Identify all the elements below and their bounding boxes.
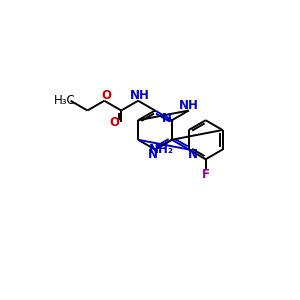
Text: NH: NH [179, 99, 199, 112]
Text: O: O [109, 116, 119, 129]
Text: N: N [188, 148, 198, 161]
Text: H₃C: H₃C [54, 94, 75, 107]
Text: F: F [202, 167, 210, 181]
Text: O: O [101, 89, 111, 102]
Text: N: N [162, 112, 172, 125]
Text: N: N [148, 148, 158, 161]
Text: NH₂: NH₂ [148, 143, 173, 156]
Text: NH: NH [130, 89, 150, 102]
